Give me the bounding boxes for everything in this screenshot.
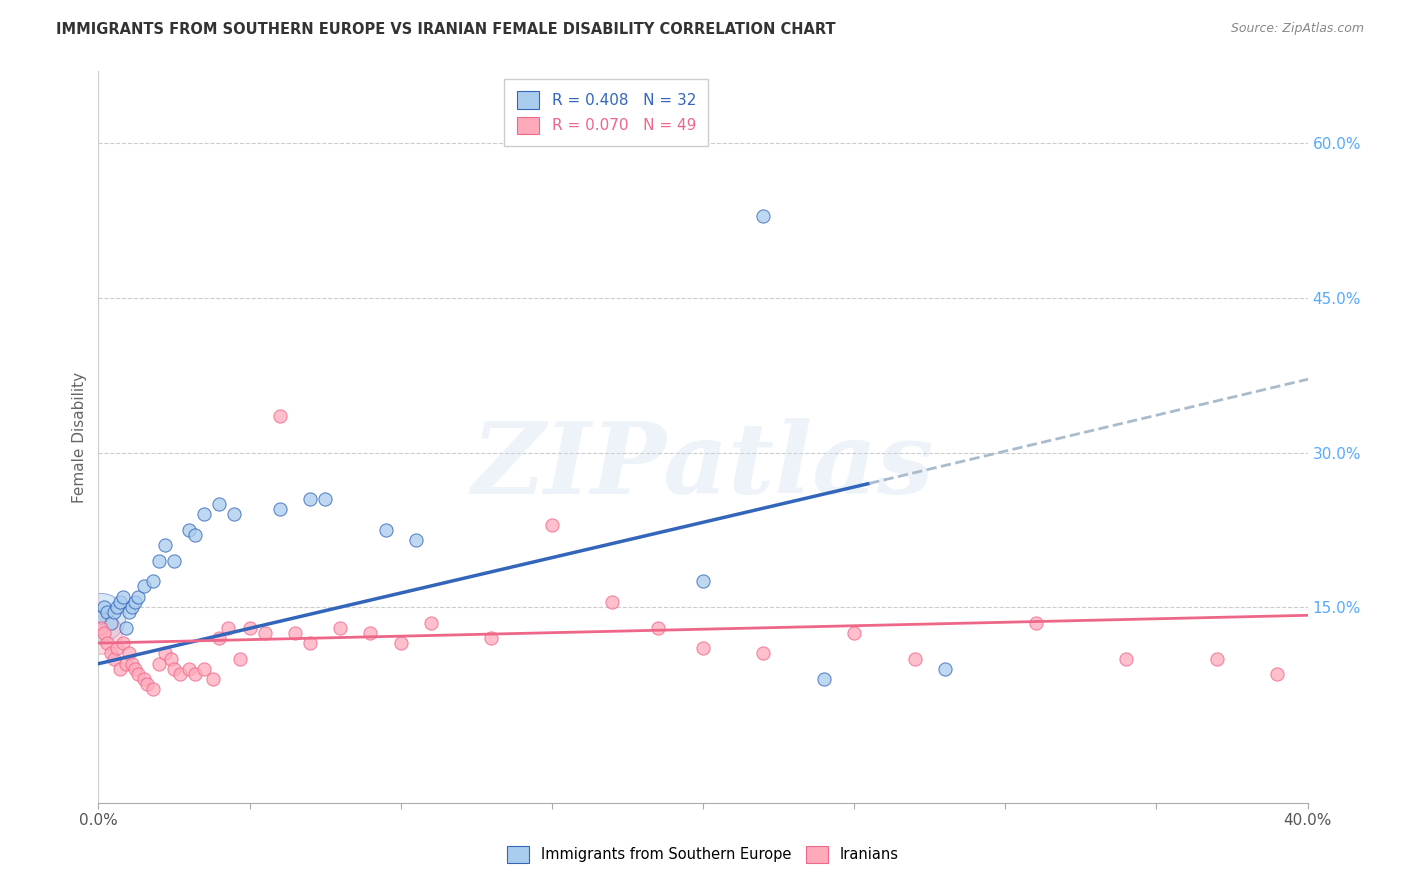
Point (103, 605, 125, 619)
Point (752, 647, 775, 661)
Point (93, 625, 115, 640)
Point (100, 615, 122, 630)
Point (692, 574, 714, 589)
Point (193, 662, 215, 676)
Point (184, 667, 207, 681)
Point (481, 631, 503, 645)
Point (299, 491, 322, 506)
Point (193, 508, 215, 522)
Point (374, 523, 396, 537)
Point (1267, 667, 1289, 681)
Point (904, 651, 927, 665)
Point (405, 533, 427, 547)
Text: ZIPatlas: ZIPatlas (472, 418, 934, 515)
Point (121, 600, 143, 615)
Point (1115, 651, 1137, 665)
Point (90, 621, 112, 635)
Point (105, 641, 128, 656)
Point (420, 615, 443, 630)
Point (360, 625, 382, 640)
Text: IMMIGRANTS FROM SOUTHERN EUROPE VS IRANIAN FEMALE DISABILITY CORRELATION CHART: IMMIGRANTS FROM SOUTHERN EUROPE VS IRANI… (56, 22, 835, 37)
Point (124, 662, 146, 676)
Point (844, 625, 866, 640)
Point (121, 657, 143, 671)
Point (90, 610, 112, 624)
Point (163, 662, 186, 676)
Point (127, 590, 149, 604)
Point (153, 647, 176, 661)
Point (111, 636, 134, 650)
Point (135, 677, 157, 691)
Point (132, 672, 155, 686)
Point (389, 636, 412, 650)
Point (118, 605, 141, 619)
Point (269, 409, 291, 424)
Point (105, 600, 128, 615)
Point (253, 625, 276, 640)
Point (692, 641, 714, 656)
Point (179, 662, 201, 676)
Point (269, 502, 291, 516)
Point (184, 528, 207, 542)
Y-axis label: Female Disability: Female Disability (72, 371, 87, 503)
Point (124, 595, 146, 609)
Point (90, 625, 112, 640)
Point (90, 610, 112, 624)
Point (602, 595, 624, 609)
Point (1206, 651, 1229, 665)
Point (169, 667, 191, 681)
Point (111, 590, 134, 604)
Point (142, 682, 165, 697)
Point (142, 574, 165, 589)
Point (229, 651, 252, 665)
Text: Source: ZipAtlas.com: Source: ZipAtlas.com (1230, 22, 1364, 36)
Point (160, 651, 183, 665)
Point (163, 554, 186, 568)
Point (100, 647, 122, 661)
Point (108, 595, 131, 609)
Point (813, 672, 835, 686)
Point (1024, 615, 1046, 630)
Point (114, 657, 136, 671)
Point (127, 667, 149, 681)
Point (239, 621, 262, 635)
Point (96, 636, 118, 650)
Point (132, 579, 155, 593)
Point (224, 508, 246, 522)
Point (752, 209, 775, 223)
Point (118, 647, 141, 661)
Point (202, 672, 225, 686)
Legend: Immigrants from Southern Europe, Iranians: Immigrants from Southern Europe, Iranian… (502, 840, 904, 869)
Point (114, 621, 136, 635)
Point (314, 491, 336, 506)
Point (329, 621, 352, 635)
Point (93, 600, 115, 615)
Point (96, 605, 118, 619)
Point (208, 497, 231, 511)
Point (217, 621, 239, 635)
Point (647, 621, 669, 635)
Point (179, 523, 201, 537)
Point (284, 625, 307, 640)
Point (148, 657, 170, 671)
Point (299, 636, 322, 650)
Point (153, 538, 176, 552)
Point (540, 517, 562, 532)
Point (148, 554, 170, 568)
Point (108, 662, 131, 676)
Point (934, 662, 956, 676)
Point (208, 631, 231, 645)
Point (103, 651, 125, 665)
